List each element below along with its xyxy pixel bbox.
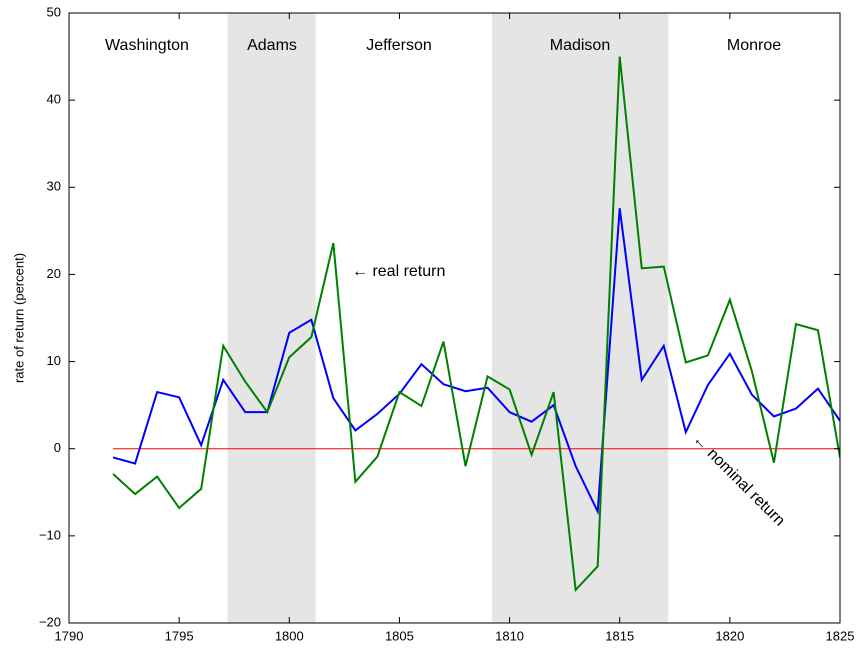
shading-layer (227, 13, 669, 623)
x-tick-label: 1815 (605, 628, 634, 643)
shaded-period (227, 13, 316, 623)
x-tick-label: 1805 (385, 628, 414, 643)
x-tick-label: 1790 (55, 628, 84, 643)
axes-frame (68, 12, 841, 624)
x-tick-label: 1825 (826, 628, 855, 643)
y-tick-label: 40 (47, 92, 61, 107)
annotation: ← real return (352, 263, 445, 280)
y-tick-label: 0 (54, 440, 61, 455)
president-label: Jefferson (366, 37, 432, 54)
series-line (112, 208, 840, 516)
x-tick-label: 1800 (275, 628, 304, 643)
x-tick-label: 1795 (165, 628, 194, 643)
shaded-period (491, 13, 669, 623)
plot-area (112, 56, 840, 593)
x-tick-label: 1810 (495, 628, 524, 643)
y-tick-label: 10 (47, 353, 61, 368)
y-tick-label: −20 (39, 614, 61, 629)
y-tick-label: −10 (39, 527, 61, 542)
y-axis-label: rate of return (percent) (11, 253, 26, 383)
annotation: ← nominal return (689, 431, 788, 530)
president-label: Washington (105, 37, 189, 54)
president-label: Adams (247, 37, 297, 54)
president-label: Monroe (727, 37, 781, 54)
series-line (112, 56, 840, 593)
x-tick-label: 1820 (715, 628, 744, 643)
president-label: Madison (550, 37, 610, 54)
y-tick-label: 50 (47, 4, 61, 19)
y-tick-label: 20 (47, 266, 61, 281)
y-tick-label: 30 (47, 179, 61, 194)
